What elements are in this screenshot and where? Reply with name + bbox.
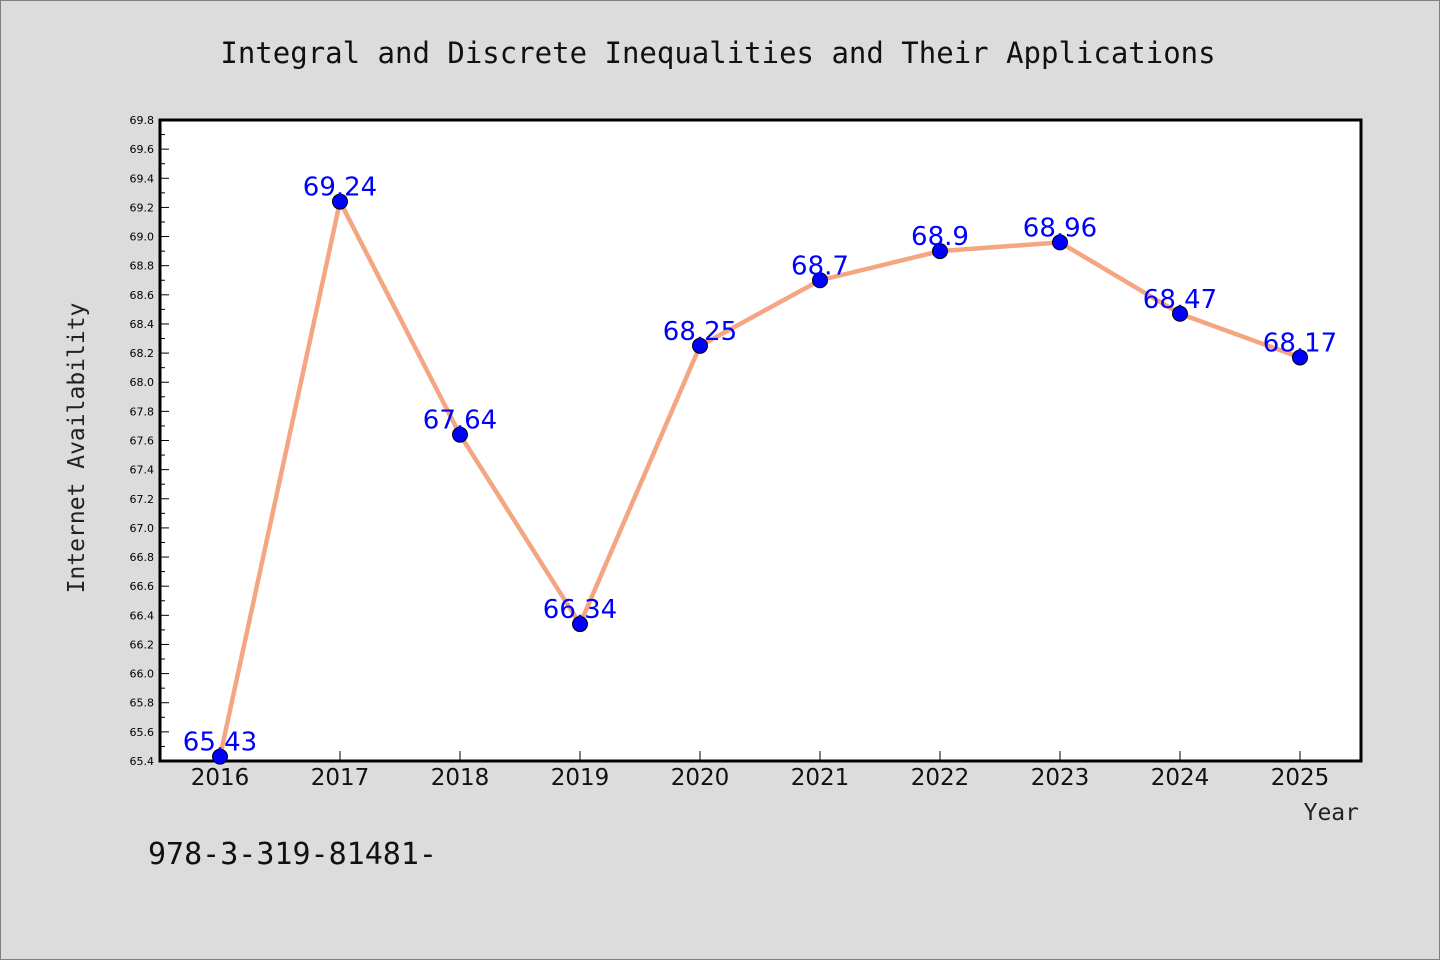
y-tick-label: 65.4: [130, 755, 155, 768]
x-axis-label: Year: [1304, 800, 1359, 826]
data-point-marker: [332, 193, 348, 210]
series-line-group: [212, 193, 1308, 765]
x-tick-label: 2024: [1151, 765, 1210, 791]
data-label: 65.43: [183, 728, 257, 758]
x-tick-label: 2025: [1271, 765, 1330, 791]
data-label: 69.24: [303, 173, 377, 203]
data-point-marker: [1052, 234, 1068, 251]
y-tick-label: 69.2: [130, 201, 155, 214]
y-tick-label: 69.0: [130, 231, 155, 244]
y-tick-label: 66.6: [130, 580, 155, 593]
data-point-marker: [572, 616, 588, 633]
data-label: 68.47: [1143, 285, 1217, 315]
y-tick-label: 66.0: [130, 668, 155, 681]
y-tick-label: 68.4: [130, 318, 155, 331]
y-tick-label: 67.6: [130, 435, 155, 448]
y-tick-label: 67.4: [130, 464, 155, 477]
y-tick-label: 65.6: [130, 726, 155, 739]
data-label: 68.17: [1263, 328, 1337, 358]
y-axis: 65.4 65.6 65.8 66.0 66.2 66.4 66.6 66.8 67.0 67.2…: [130, 114, 169, 768]
x-axis: 2016 2017 2018 2019 2020 2021 2022 2023 2024 2025: [191, 751, 1330, 791]
y-tick-label: 66.8: [130, 551, 155, 564]
data-label: 67.64: [423, 406, 497, 436]
data-label: 68.9: [911, 222, 969, 252]
data-point-marker: [452, 426, 468, 443]
y-tick-label: 69.8: [130, 114, 155, 127]
y-tick-label: 69.4: [130, 172, 155, 185]
plot-area: [158, 118, 1363, 763]
x-tick-label: 2016: [191, 765, 250, 791]
data-label: 66.34: [543, 595, 617, 625]
x-tick-label: 2019: [551, 765, 610, 791]
data-point-marker: [212, 748, 228, 765]
x-tick-label: 2023: [1031, 765, 1090, 791]
footnote: 978-3-319-81481-: [148, 837, 437, 872]
y-tick-label: 68.0: [130, 376, 155, 389]
data-point-marker: [932, 243, 948, 260]
data-label: 68.96: [1023, 213, 1097, 243]
data-point-marker: [1172, 305, 1188, 322]
y-tick-label: 68.8: [130, 260, 155, 273]
x-tick-label: 2017: [311, 765, 370, 791]
data-label: 68.7: [791, 251, 849, 281]
x-tick-label: 2020: [671, 765, 730, 791]
y-tick-label: 65.8: [130, 697, 155, 710]
x-tick-label: 2021: [791, 765, 850, 791]
y-tick-label: 66.4: [130, 609, 155, 622]
y-tick-label: 67.0: [130, 522, 155, 535]
data-labels: 65.43 69.24 67.64 66.34 68.25 68.7 68.9 68.96 68…: [183, 173, 1337, 758]
x-tick-label: 2018: [431, 765, 490, 791]
data-point-marker: [1292, 349, 1308, 366]
y-tick-label: 66.2: [130, 638, 155, 651]
data-point-marker: [812, 272, 828, 289]
y-tick-label: 67.2: [130, 493, 155, 506]
y-tick-label: 68.6: [130, 289, 155, 302]
y-tick-label: 69.6: [130, 143, 155, 156]
y-tick-label: 67.8: [130, 405, 155, 418]
series-line: [217, 199, 1303, 759]
data-label: 68.25: [663, 317, 737, 347]
y-tick-label: 68.2: [130, 347, 155, 360]
chart-title: Integral and Discrete Inequalities and T…: [220, 36, 1215, 70]
data-point-marker: [692, 337, 708, 354]
y-axis-label: Internet Availability: [64, 303, 90, 594]
x-tick-label: 2022: [911, 765, 970, 791]
